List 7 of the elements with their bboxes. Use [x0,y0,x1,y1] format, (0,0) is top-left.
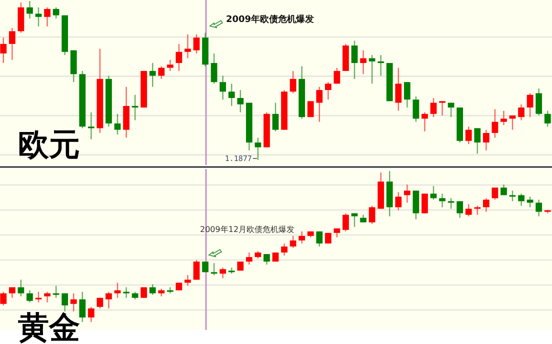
text: 欧元 [18,127,80,163]
candlestick [166,286,174,294]
annotation: 2009年欧债危机爆发 [226,14,314,25]
candlestick [422,193,428,214]
candlestick [307,100,314,118]
annotation: 2009年12月欧债危机爆发 [200,225,295,234]
text: 黄金 [18,310,80,344]
